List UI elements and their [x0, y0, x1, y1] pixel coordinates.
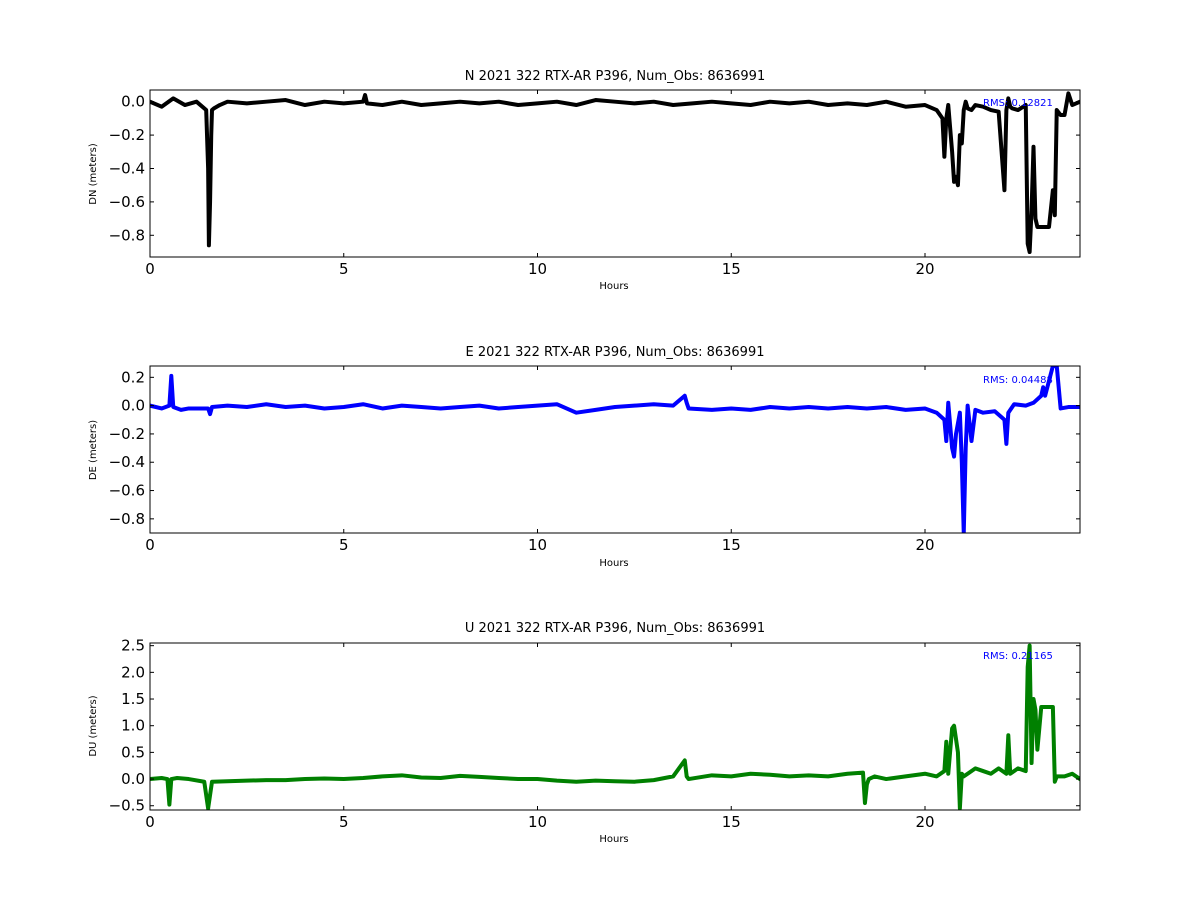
x-tick-label: 15 [722, 813, 741, 831]
y-tick-label: 0.0 [121, 770, 145, 788]
x-axis-label: Hours [599, 558, 628, 569]
y-axis-label: DE (meters) [88, 420, 99, 480]
series-group [150, 643, 1080, 810]
x-tick-label: 20 [915, 536, 934, 554]
x-tick-label: 15 [722, 536, 741, 554]
plot-area: 0 5 10 15 20 0.2 0.0 −0.2 −0.4 −0.6 −0.8 [109, 365, 1081, 554]
x-tick-label: 10 [528, 260, 547, 278]
rms-annotation: RMS: 0.21165 [983, 651, 1053, 662]
panel-east: E 2021 322 RTX-AR P396, Num_Obs: 8636991… [88, 345, 1081, 569]
rms-annotation: RMS: 0.04488 [983, 375, 1053, 386]
x-tick-label: 15 [722, 260, 741, 278]
y-tick-label: −0.6 [109, 193, 145, 211]
chart-title: N 2021 322 RTX-AR P396, Num_Obs: 8636991 [465, 69, 765, 84]
series-line [150, 91, 1080, 254]
y-tick-label: 0.0 [121, 93, 145, 111]
y-tick-label: −0.5 [109, 797, 145, 815]
y-axis-label: DU (meters) [88, 695, 99, 756]
x-tick-label: 20 [915, 260, 934, 278]
chart-title: E 2021 322 RTX-AR P396, Num_Obs: 8636991 [466, 345, 765, 360]
y-tick-label: 0.2 [121, 368, 145, 386]
x-tick-label: 0 [145, 260, 155, 278]
rms-annotation: RMS: 0.12821 [983, 98, 1053, 109]
y-tick-label: 0.5 [121, 743, 145, 761]
y-tick-label: 1.0 [121, 717, 145, 735]
y-tick-label: −0.8 [109, 510, 145, 528]
y-tick-label: 1.5 [121, 690, 145, 708]
panel-up: U 2021 322 RTX-AR P396, Num_Obs: 8636991… [88, 621, 1081, 845]
series-group [150, 91, 1080, 254]
y-tick-label: −0.2 [109, 425, 145, 443]
series-line [150, 366, 1080, 533]
x-tick-label: 10 [528, 536, 547, 554]
y-tick-label: −0.2 [109, 126, 145, 144]
x-axis-label: Hours [599, 281, 628, 292]
axes-frame [149, 642, 1081, 811]
x-tick-label: 5 [339, 260, 349, 278]
x-tick-label: 10 [528, 813, 547, 831]
y-tick-label: −0.8 [109, 226, 145, 244]
y-tick-label: 2.0 [121, 663, 145, 681]
x-axis-label: Hours [599, 834, 628, 845]
series-group [150, 366, 1080, 533]
x-tick-label: 0 [145, 813, 155, 831]
axes-frame [149, 365, 1081, 534]
x-tick-label: 5 [339, 813, 349, 831]
x-tick-label: 5 [339, 536, 349, 554]
y-tick-label: −0.6 [109, 482, 145, 500]
axes-frame [149, 89, 1081, 258]
chart-title: U 2021 322 RTX-AR P396, Num_Obs: 8636991 [465, 621, 765, 636]
y-tick-label: 2.5 [121, 637, 145, 655]
y-tick-label: 0.0 [121, 397, 145, 415]
x-tick-label: 20 [915, 813, 934, 831]
y-axis-label: DN (meters) [88, 143, 99, 205]
plot-area: 0 5 10 15 20 2.5 2.0 1.5 1.0 0.5 0.0 −0.5 [109, 637, 1081, 831]
series-line [150, 643, 1080, 810]
plot-area: 0 5 10 15 20 0.0 −0.2 −0.4 −0.6 −0.8 [109, 89, 1081, 278]
x-tick-label: 0 [145, 536, 155, 554]
y-tick-label: −0.4 [109, 159, 145, 177]
y-tick-label: −0.4 [109, 453, 145, 471]
panel-north: N 2021 322 RTX-AR P396, Num_Obs: 8636991… [88, 69, 1081, 292]
